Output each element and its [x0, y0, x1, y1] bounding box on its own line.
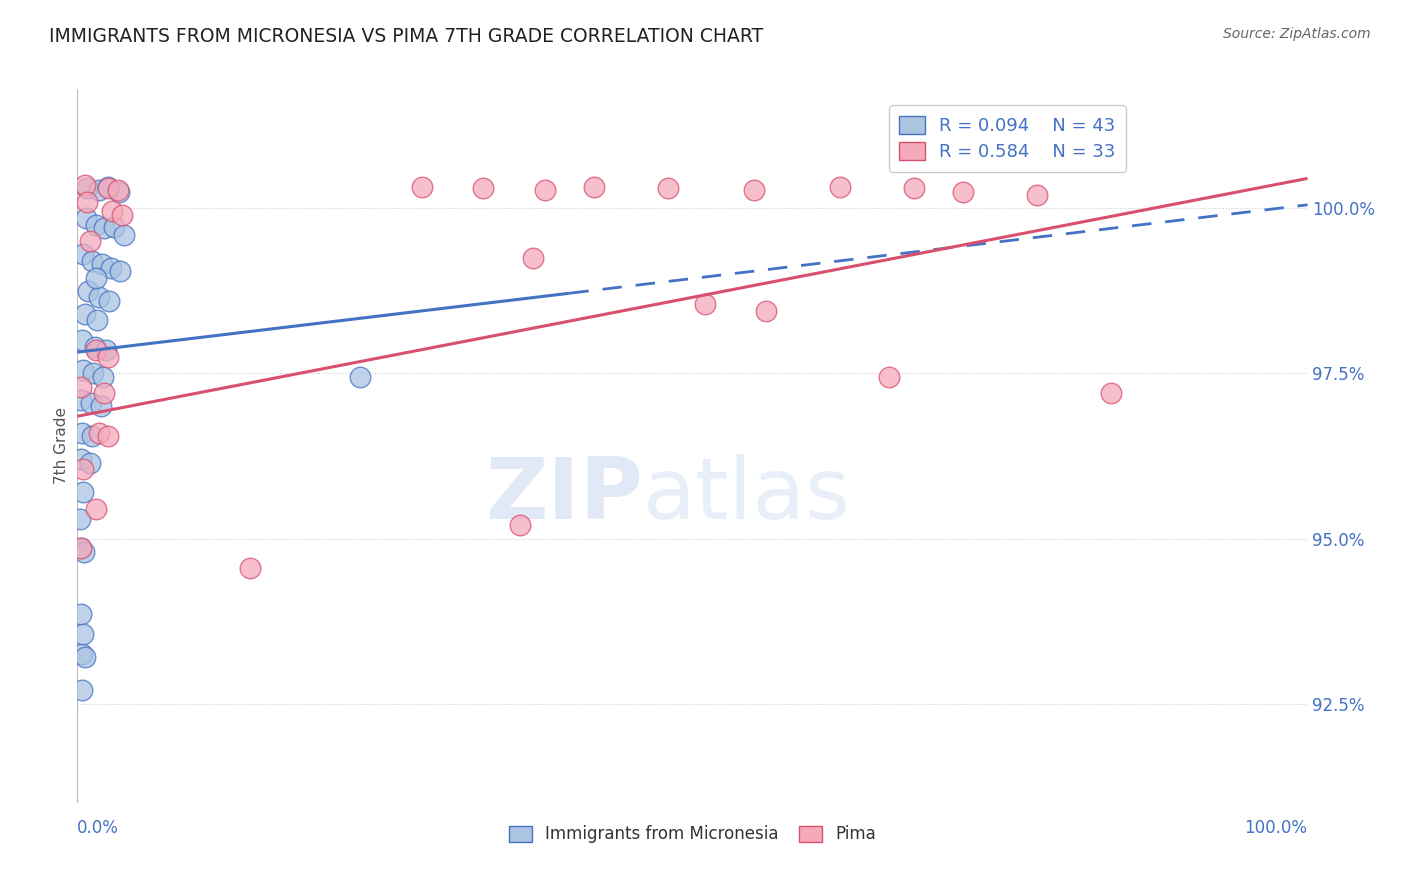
Point: [70, 647, 93, 661]
Point: [70, 683, 93, 698]
Point: [70, 607, 93, 622]
Point: [101, 204, 124, 219]
Point: [97, 180, 120, 194]
Point: [72, 363, 94, 377]
Point: [79, 234, 101, 248]
Point: [84, 218, 107, 232]
Point: [70, 452, 93, 467]
Legend: Immigrants from Micronesia, Pima: Immigrants from Micronesia, Pima: [501, 817, 884, 852]
Point: [108, 185, 131, 199]
Point: [100, 260, 122, 275]
Point: [239, 561, 262, 575]
Point: [86, 313, 108, 327]
Point: [70, 541, 93, 556]
Point: [952, 185, 974, 199]
Point: [91, 369, 114, 384]
Point: [73, 650, 96, 665]
Point: [103, 219, 125, 234]
Point: [755, 303, 778, 318]
Point: [69, 511, 91, 525]
Point: [93, 386, 115, 401]
Point: [93, 221, 115, 235]
Point: [72, 462, 94, 476]
Point: [879, 369, 901, 384]
Point: [70, 425, 93, 440]
Point: [89, 425, 111, 440]
Point: [70, 541, 93, 556]
Point: [77, 284, 100, 298]
Point: [522, 251, 544, 265]
Point: [657, 181, 679, 195]
Text: 100.0%: 100.0%: [1244, 820, 1308, 838]
Point: [73, 307, 96, 321]
Point: [534, 183, 557, 197]
Point: [411, 180, 433, 194]
Text: ZIP: ZIP: [485, 454, 644, 538]
Point: [72, 247, 94, 261]
Point: [82, 429, 104, 443]
Point: [693, 297, 716, 311]
Point: [472, 181, 495, 195]
Point: [82, 367, 104, 381]
Point: [97, 181, 120, 195]
Point: [73, 545, 96, 559]
Point: [1099, 386, 1122, 401]
Point: [76, 181, 98, 195]
Point: [73, 178, 96, 192]
Point: [97, 429, 120, 443]
Text: Source: ZipAtlas.com: Source: ZipAtlas.com: [1223, 27, 1371, 41]
Point: [84, 270, 107, 285]
Point: [84, 501, 107, 516]
Point: [70, 333, 93, 347]
Point: [110, 264, 132, 278]
Point: [72, 627, 94, 641]
Point: [509, 518, 531, 533]
Text: atlas: atlas: [644, 454, 851, 538]
Text: 0.0%: 0.0%: [77, 820, 120, 838]
Point: [1026, 188, 1049, 202]
Point: [111, 208, 132, 222]
Point: [89, 183, 111, 197]
Point: [70, 379, 93, 393]
Point: [72, 485, 94, 500]
Point: [83, 340, 105, 354]
Text: IMMIGRANTS FROM MICRONESIA VS PIMA 7TH GRADE CORRELATION CHART: IMMIGRANTS FROM MICRONESIA VS PIMA 7TH G…: [49, 27, 763, 45]
Point: [98, 293, 121, 308]
Point: [90, 400, 112, 414]
Point: [97, 350, 120, 364]
Point: [107, 183, 129, 197]
Point: [80, 396, 103, 410]
Point: [830, 180, 852, 194]
Point: [76, 194, 98, 209]
Point: [94, 343, 117, 358]
Point: [75, 211, 97, 225]
Point: [349, 369, 371, 384]
Point: [112, 227, 135, 242]
Point: [742, 183, 765, 197]
Point: [79, 456, 101, 470]
Point: [84, 343, 107, 358]
Point: [583, 180, 606, 194]
Point: [89, 290, 111, 304]
Point: [82, 254, 104, 268]
Y-axis label: 7th Grade: 7th Grade: [53, 408, 69, 484]
Point: [90, 257, 114, 271]
Point: [903, 181, 925, 195]
Point: [70, 392, 93, 407]
